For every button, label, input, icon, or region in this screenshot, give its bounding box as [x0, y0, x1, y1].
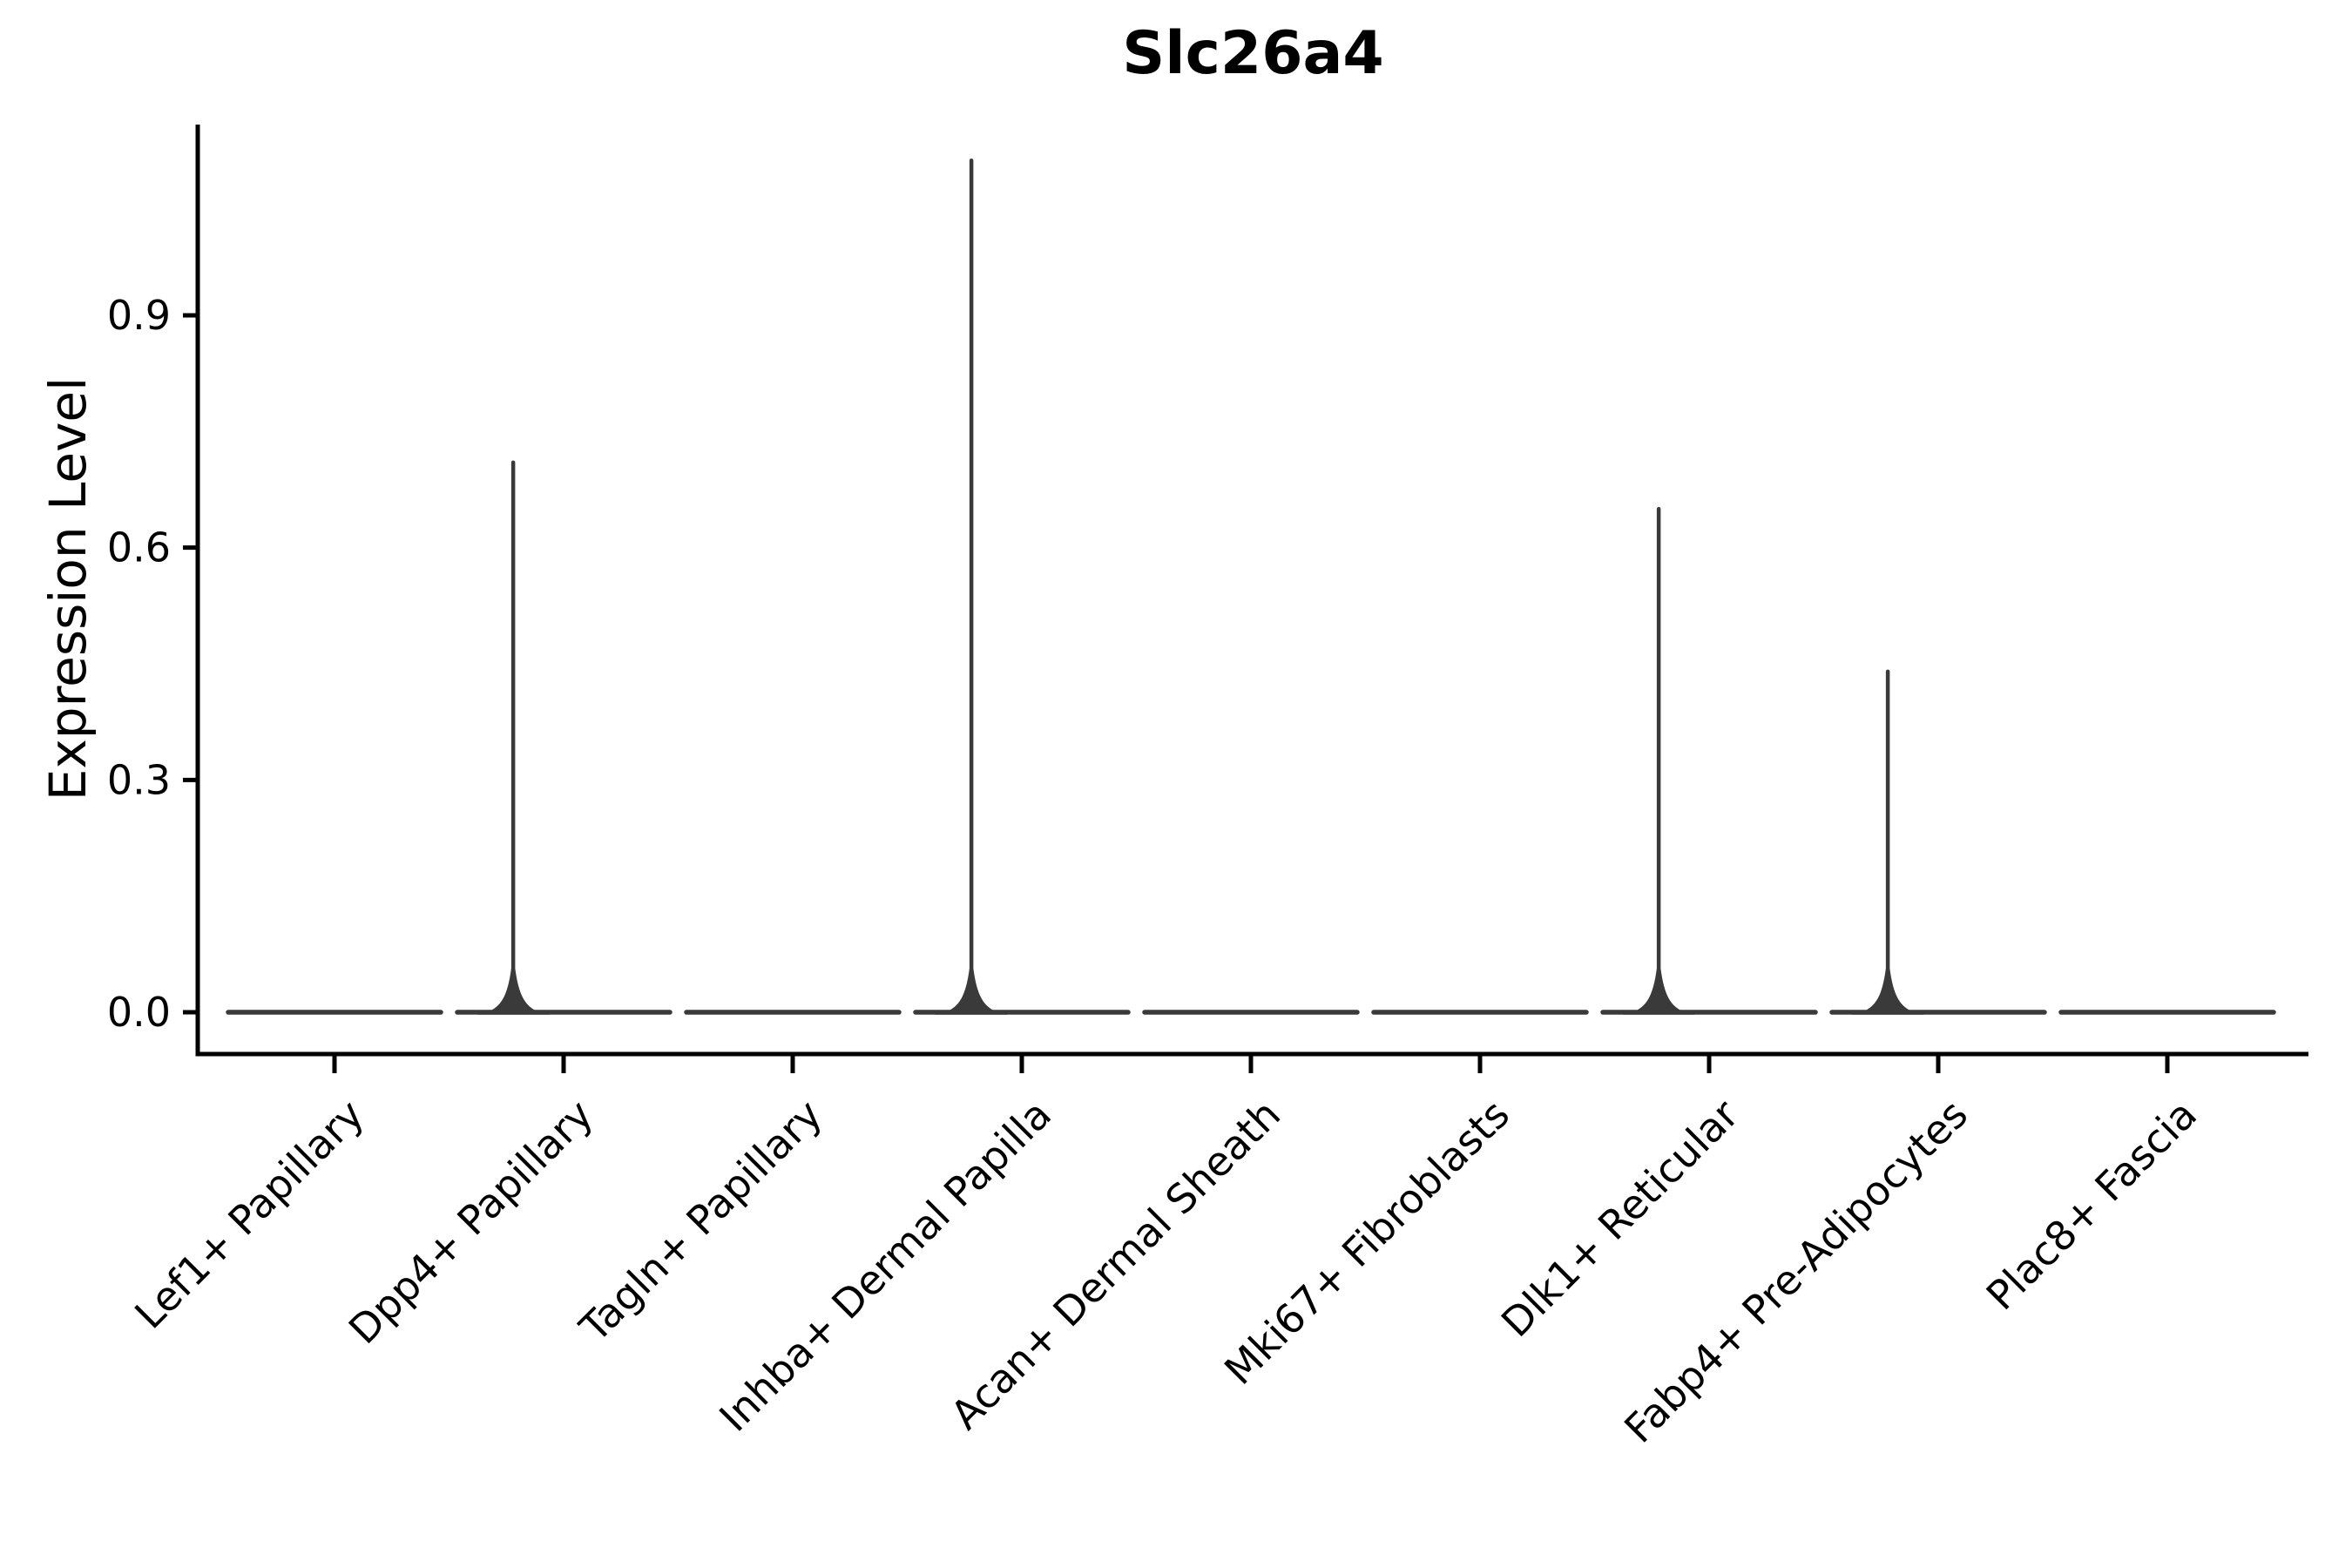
violin-spike-base [1622, 969, 1696, 1015]
x-category-label: Plac8+ Fascia [1977, 1091, 2206, 1319]
y-tick-label: 0.3 [107, 756, 171, 803]
y-tick-label: 0.6 [107, 524, 171, 571]
chart-title: Slc26a4 [1122, 19, 1384, 88]
x-category-label: Lef1+ Papillary [125, 1091, 373, 1338]
violin-spike-base [935, 969, 1009, 1015]
y-tick-label: 0.9 [107, 292, 171, 339]
violin-spike-base [1851, 969, 1925, 1015]
x-category-label: Dpp4+ Papillary [340, 1091, 602, 1353]
y-tick-label: 0.0 [107, 989, 171, 1036]
x-category-label: Tagln+ Papillary [571, 1091, 832, 1352]
violin-spike-base [476, 969, 551, 1015]
x-category-label: Dlk1+ Reticular [1492, 1091, 1747, 1346]
